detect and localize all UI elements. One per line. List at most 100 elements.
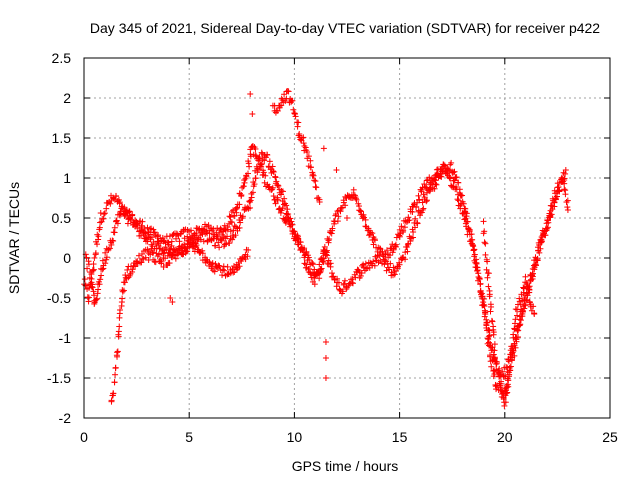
data-point	[84, 265, 91, 272]
data-point	[152, 259, 159, 266]
data-point	[227, 228, 234, 235]
data-point	[478, 290, 485, 297]
data-point	[437, 173, 444, 180]
data-point	[471, 257, 478, 264]
data-point	[181, 244, 188, 251]
data-point	[216, 244, 223, 251]
data-point	[99, 266, 106, 273]
data-point	[169, 299, 176, 305]
data-point	[481, 295, 488, 302]
data-point	[531, 264, 538, 271]
data-point	[547, 207, 554, 214]
data-point	[432, 180, 439, 187]
data-point	[192, 243, 199, 250]
data-point	[564, 207, 571, 213]
data-point	[278, 102, 285, 109]
data-point	[150, 229, 157, 236]
data-point	[521, 305, 528, 312]
data-point	[481, 239, 488, 246]
data-point	[297, 239, 304, 246]
data-point	[407, 238, 414, 245]
data-point	[343, 286, 350, 293]
data-point	[369, 230, 376, 237]
data-point	[360, 264, 367, 271]
data-point	[466, 228, 473, 235]
data-point	[184, 248, 191, 255]
data-point	[447, 175, 454, 182]
y-tick-label: -1	[59, 330, 72, 346]
data-point	[520, 284, 527, 291]
data-point	[289, 221, 296, 228]
data-point	[107, 200, 114, 207]
data-point	[155, 251, 162, 258]
data-point	[327, 263, 334, 270]
data-point	[214, 233, 221, 240]
data-point	[511, 352, 518, 359]
data-point	[230, 269, 237, 276]
data-point	[90, 288, 97, 295]
data-point	[519, 297, 526, 304]
data-point	[102, 260, 109, 267]
data-point	[482, 251, 489, 258]
data-point	[474, 267, 481, 274]
data-point	[370, 241, 377, 248]
data-point	[232, 223, 239, 230]
data-point	[418, 209, 425, 216]
data-point	[498, 391, 505, 398]
data-point	[221, 267, 228, 274]
data-point	[86, 284, 93, 291]
data-point	[518, 313, 525, 320]
data-point	[325, 239, 332, 246]
data-point	[144, 224, 151, 231]
data-point	[172, 255, 179, 262]
data-point	[380, 253, 387, 260]
data-point	[189, 239, 196, 246]
data-point	[505, 358, 512, 365]
data-point	[524, 283, 531, 290]
data-point	[264, 151, 271, 158]
data-point	[215, 262, 222, 269]
data-point	[497, 380, 504, 387]
data-point	[480, 218, 487, 225]
data-point	[258, 160, 265, 167]
data-point	[155, 232, 162, 239]
data-point	[462, 215, 469, 222]
data-point	[506, 373, 513, 380]
data-point	[114, 220, 121, 227]
data-point	[176, 238, 183, 245]
data-point	[311, 177, 318, 184]
data-point	[490, 367, 497, 374]
data-point	[469, 242, 476, 249]
data-point	[392, 241, 399, 248]
data-point	[419, 206, 426, 213]
data-point	[444, 165, 451, 172]
data-point	[147, 236, 154, 243]
data-point	[167, 295, 174, 301]
data-point	[94, 231, 101, 238]
data-point	[91, 254, 98, 261]
data-point	[200, 238, 207, 245]
data-point	[507, 351, 514, 358]
data-point	[113, 217, 120, 224]
data-point	[537, 239, 544, 246]
data-point	[491, 341, 498, 348]
data-point	[507, 363, 514, 370]
data-point	[85, 294, 92, 301]
data-point	[274, 107, 281, 114]
data-point	[320, 145, 327, 152]
data-point	[493, 386, 500, 393]
data-point	[562, 170, 569, 177]
data-point	[484, 319, 491, 326]
data-point	[176, 246, 183, 253]
data-point	[110, 237, 117, 244]
data-point	[333, 167, 340, 173]
data-point	[96, 224, 103, 231]
data-point	[247, 153, 254, 160]
plot-frame	[83, 57, 611, 419]
data-point	[548, 211, 555, 218]
data-point	[370, 258, 377, 265]
data-point	[473, 264, 480, 271]
data-point	[320, 255, 327, 262]
data-point	[94, 241, 101, 248]
data-point	[358, 270, 365, 277]
